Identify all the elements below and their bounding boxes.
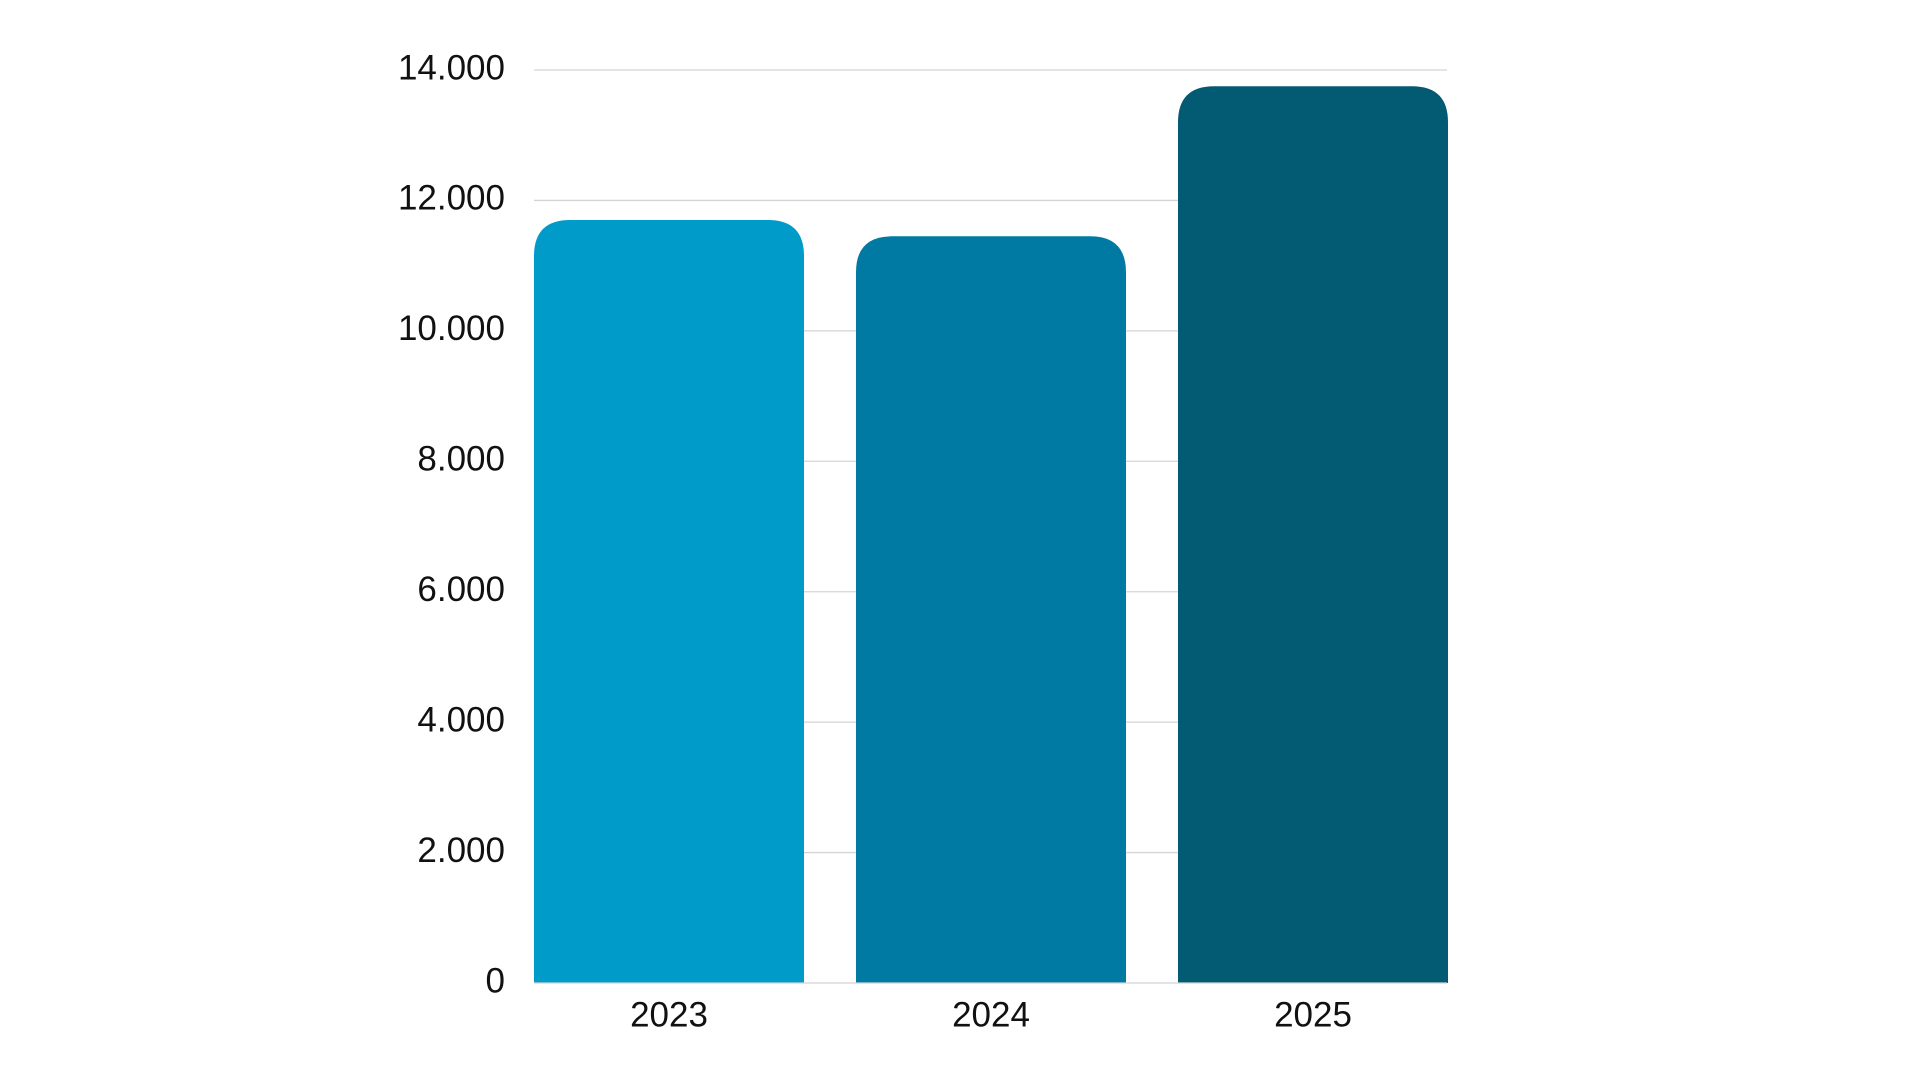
y-tick-label: 2.000 bbox=[417, 831, 505, 870]
x-axis-tick-labels: 2023 2024 2025 bbox=[630, 995, 1352, 1034]
x-tick-label-2024: 2024 bbox=[952, 995, 1030, 1034]
x-tick-label-2025: 2025 bbox=[1274, 995, 1352, 1034]
y-tick-label: 6.000 bbox=[417, 570, 505, 609]
y-tick-label: 10.000 bbox=[398, 309, 505, 348]
y-tick-label: 14.000 bbox=[398, 48, 505, 87]
bar-2025 bbox=[1178, 86, 1448, 983]
bar-2023 bbox=[534, 219, 804, 983]
y-tick-label: 0 bbox=[486, 961, 505, 1000]
x-tick-label-2023: 2023 bbox=[630, 995, 708, 1034]
y-tick-label: 12.000 bbox=[398, 179, 505, 218]
y-axis-tick-labels: 0 2.000 4.000 6.000 8.000 10.000 12.000 14.000 bbox=[398, 48, 505, 1000]
y-tick-label: 8.000 bbox=[417, 440, 505, 479]
y-tick-label: 4.000 bbox=[417, 700, 505, 739]
bars bbox=[534, 86, 1448, 983]
bar-2024 bbox=[856, 236, 1126, 983]
